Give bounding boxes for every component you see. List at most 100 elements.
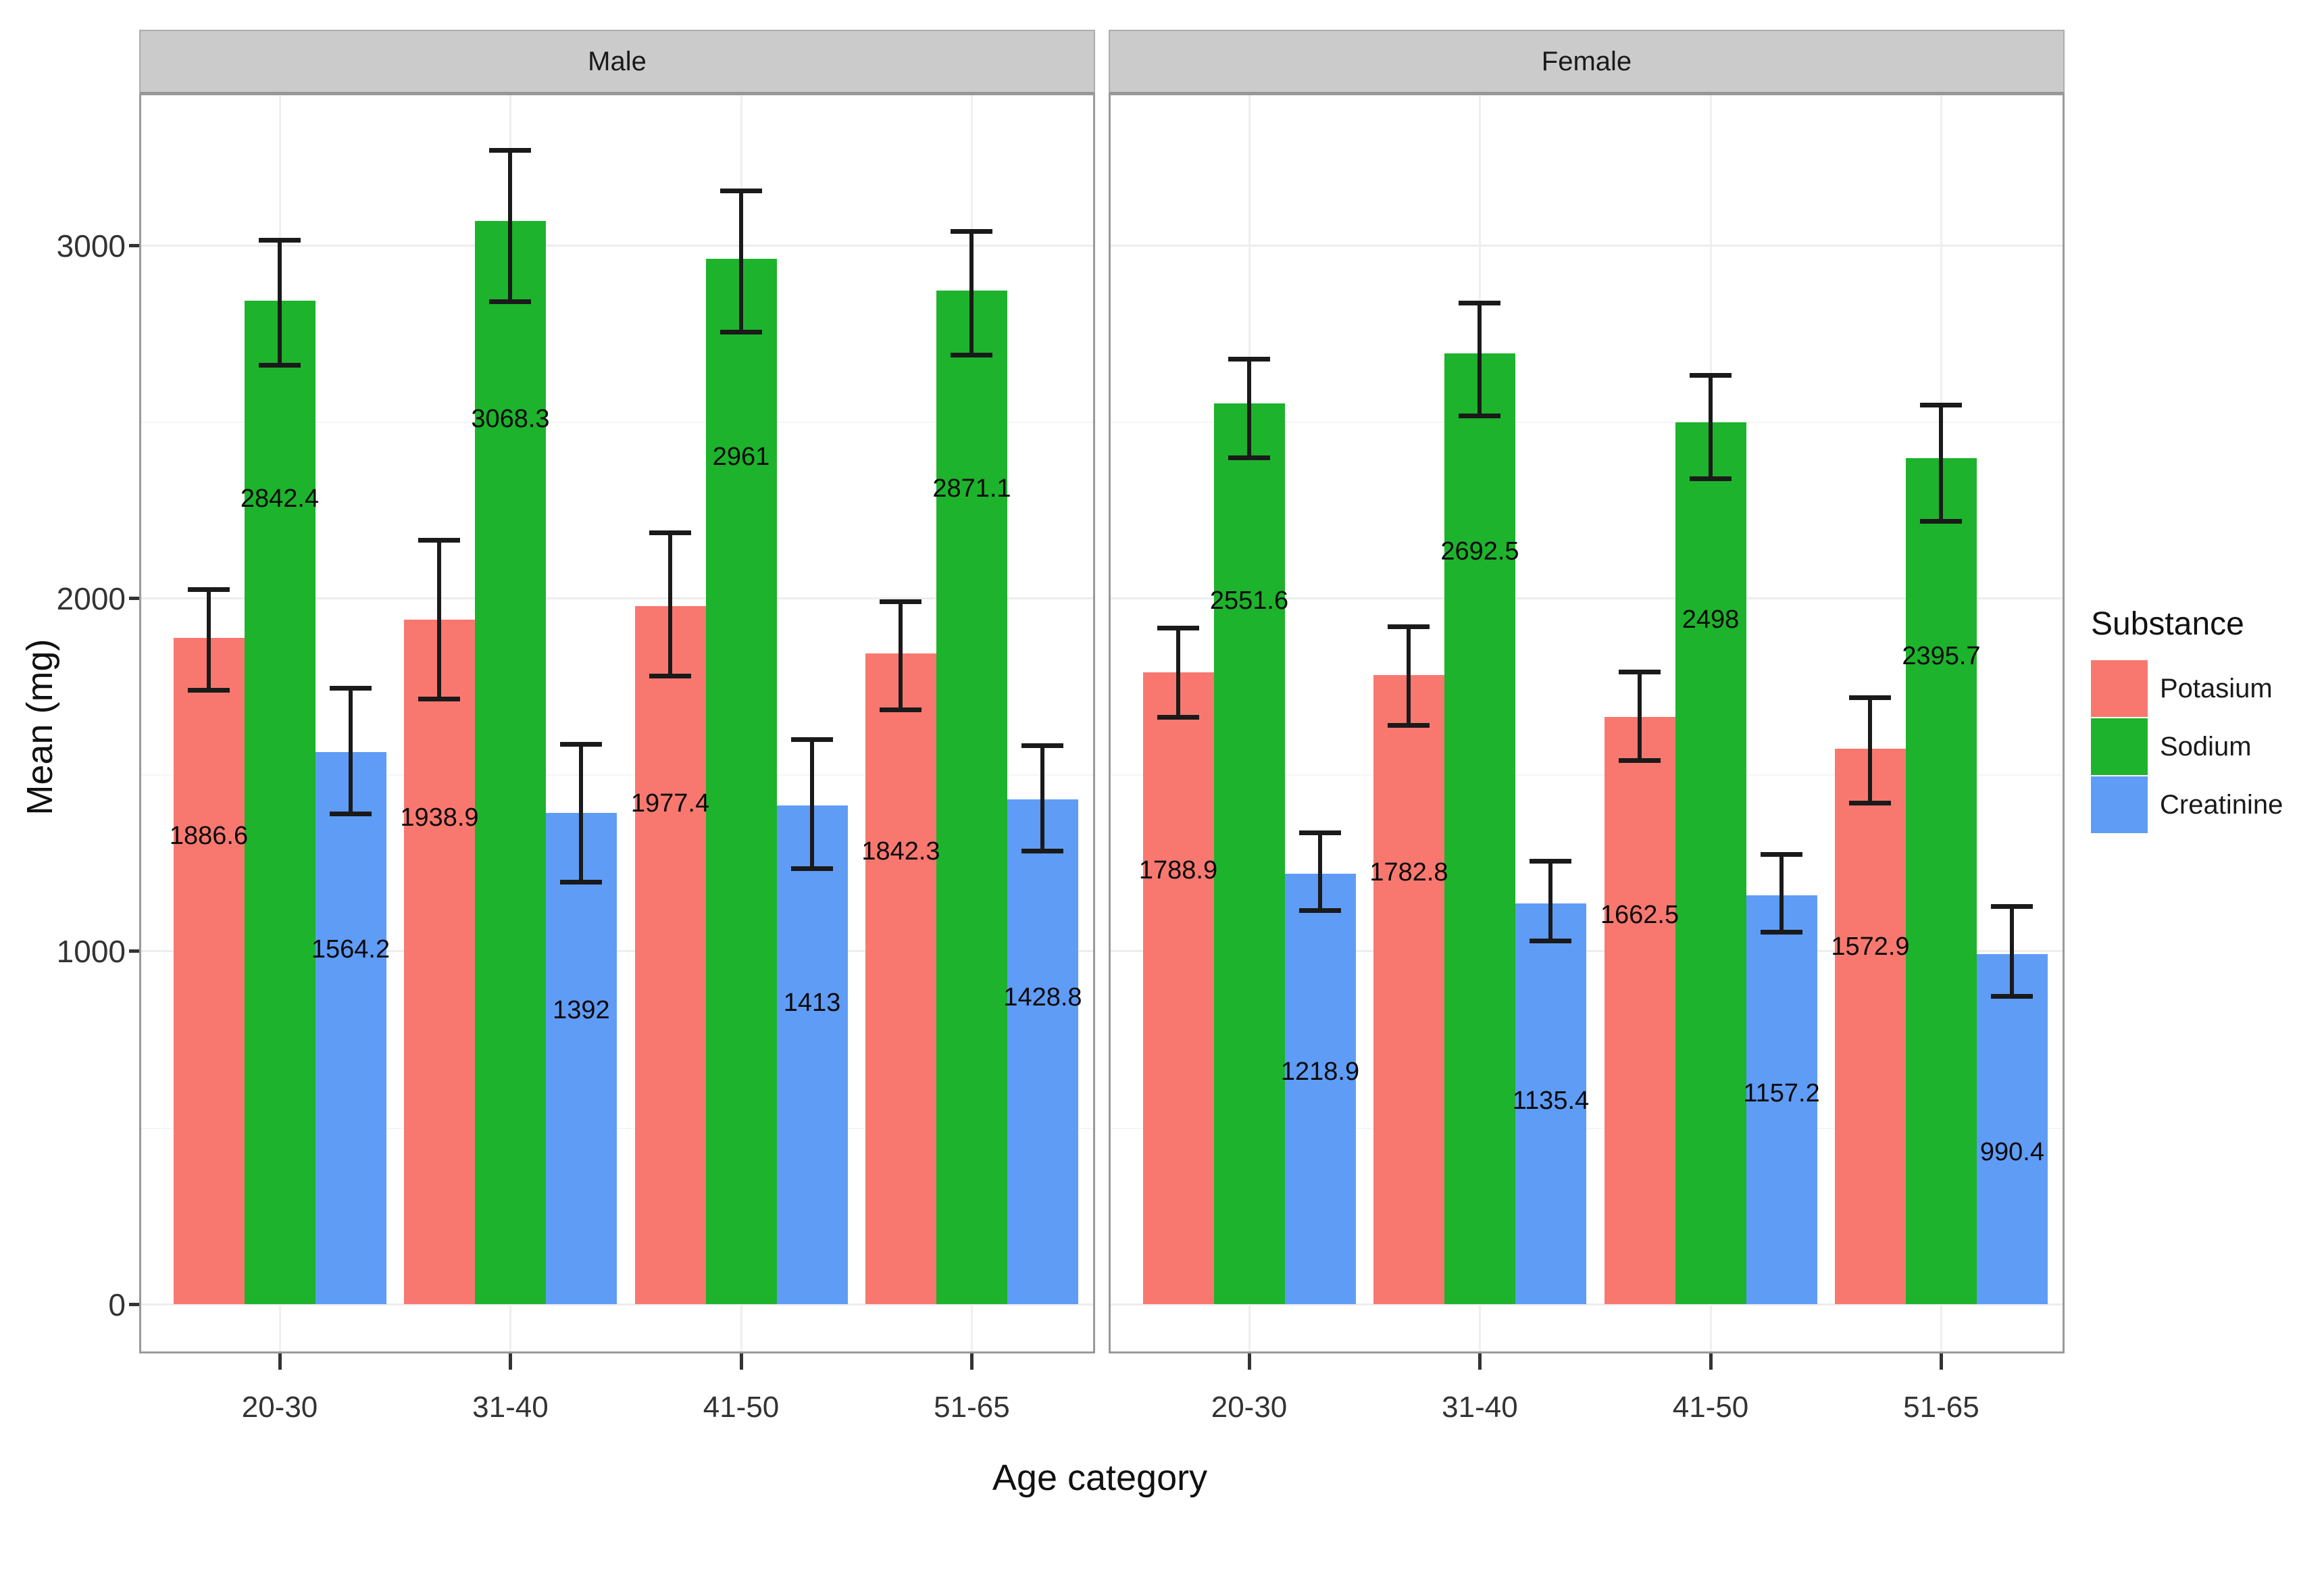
facet-strip-label: Male (588, 46, 647, 76)
error-bar-cap-top (1021, 743, 1064, 749)
error-bar-cap-bottom (188, 687, 230, 693)
bar-male-31-40-sodium (474, 220, 546, 1304)
x-tick-label: 31-40 (1442, 1391, 1518, 1424)
legend-swatch-sodium (2091, 718, 2148, 775)
error-bar-cap-top (330, 686, 372, 691)
bar-value-label: 1392 (553, 996, 610, 1025)
error-bar-cap-top (560, 742, 603, 747)
error-bar-cap-top (1690, 372, 1732, 378)
x-tick-mark (1477, 1353, 1482, 1370)
error-bar (739, 190, 744, 332)
error-bar (969, 230, 974, 355)
bar-value-label: 1842.3 (861, 837, 940, 866)
bar-male-41-50-creatinine (776, 805, 848, 1304)
bar-value-label: 2692.5 (1440, 537, 1519, 566)
error-bar-cap-top (1299, 830, 1341, 836)
error-bar-cap-bottom (1021, 848, 1064, 853)
error-bar-cap-bottom (951, 352, 993, 357)
gridline-major (141, 244, 1093, 247)
error-bar (1040, 745, 1045, 851)
error-bar-cap-bottom (1920, 518, 1963, 524)
gridline-major (141, 1303, 1093, 1305)
x-tick-mark (1939, 1353, 1943, 1370)
error-bar (1318, 832, 1322, 911)
x-tick-mark (1247, 1353, 1251, 1370)
y-tick-label: 1000 (56, 934, 126, 970)
error-bar-cap-bottom (1299, 908, 1341, 914)
x-tick-label: 51-65 (934, 1391, 1010, 1424)
panel-male: 1886.6 1938.9 1977.4 1842.3 2842.4 3068.3 2961… (139, 93, 1095, 1353)
bar-value-label: 1782.8 (1369, 858, 1448, 887)
bar-value-label: 990.4 (1979, 1138, 2044, 1167)
error-bar (1176, 628, 1180, 717)
bar-male-51-65-creatinine (1007, 799, 1078, 1304)
bar-male-41-50-sodium (705, 259, 777, 1304)
error-bar-cap-top (1849, 695, 1892, 700)
y-tick-mark (129, 1302, 139, 1306)
error-bar (278, 239, 282, 366)
x-tick-mark (969, 1353, 974, 1370)
error-bar-cap-top (791, 737, 834, 742)
legend-title: Substance (2091, 606, 2244, 642)
error-bar (1779, 854, 1784, 932)
error-bar (1709, 374, 1713, 478)
bar-value-label: 1662.5 (1600, 900, 1679, 929)
bar-value-label: 2551.6 (1209, 587, 1289, 616)
legend-item-potasium: Potasium (2091, 660, 2283, 717)
error-bar-cap-bottom (649, 673, 692, 678)
bar-female-51-65-creatinine (1976, 954, 2048, 1304)
error-bar (668, 532, 673, 676)
bar-female-41-50-creatinine (1746, 895, 1817, 1304)
legend-label: Creatinine (2160, 789, 2283, 820)
y-tick-label: 2000 (56, 581, 126, 617)
legend-items: Potasium Sodium Creatinine (2091, 660, 2283, 833)
error-bar-cap-top (259, 237, 301, 243)
x-tick-label: 31-40 (472, 1391, 549, 1424)
bar-male-51-65-potasium (865, 653, 936, 1304)
gridline-major (141, 597, 1093, 600)
error-bar-cap-bottom (259, 363, 301, 368)
bar-value-label: 1135.4 (1512, 1087, 1590, 1116)
y-tick-label: 3000 (56, 228, 126, 264)
bar-value-label: 1428.8 (1003, 982, 1082, 1012)
bar-value-label: 1218.9 (1280, 1057, 1360, 1086)
error-bar (508, 149, 513, 302)
bar-male-31-40-creatinine (545, 812, 617, 1304)
error-bar-cap-top (1157, 626, 1199, 631)
bar-value-label: 1977.4 (630, 789, 710, 818)
gridline-major (1111, 950, 2063, 953)
error-bar-cap-top (1920, 402, 1963, 407)
error-bar-cap-bottom (489, 299, 532, 305)
error-bar (207, 589, 211, 690)
bar-value-label: 1886.6 (169, 821, 249, 850)
error-bar-cap-bottom (1530, 939, 1572, 944)
bar-value-label: 2395.7 (1902, 641, 1981, 670)
error-bar (899, 601, 903, 710)
error-bar-cap-bottom (1157, 714, 1199, 720)
x-tick-mark (1709, 1353, 1713, 1370)
error-bar-cap-top (1459, 300, 1501, 305)
bar-value-label: 2498 (1682, 605, 1740, 635)
bar-value-label: 1938.9 (400, 803, 479, 832)
x-tick-mark (508, 1353, 512, 1370)
legend-swatch-creatinine (2091, 776, 2148, 833)
error-bar-cap-bottom (1388, 722, 1430, 728)
x-tick-label: 20-30 (241, 1391, 318, 1424)
error-bar (1477, 302, 1482, 416)
error-bar (1939, 404, 1944, 521)
legend-label: Sodium (2160, 731, 2252, 762)
y-tick-mark (129, 949, 139, 953)
error-bar (2010, 906, 2015, 997)
error-bar-cap-top (188, 587, 230, 592)
error-bar-cap-top (1530, 859, 1572, 864)
bar-female-51-65-potasium (1834, 749, 1906, 1304)
gridline-major (1111, 597, 2063, 600)
bar-value-label: 1572.9 (1831, 932, 1910, 961)
facet-strip-label: Female (1541, 46, 1632, 76)
error-bar-cap-bottom (880, 707, 922, 712)
error-bar (1548, 861, 1553, 941)
bar-female-31-40-potasium (1373, 674, 1444, 1304)
y-tick-label: 0 (108, 1287, 126, 1322)
error-bar-cap-top (1991, 904, 2034, 910)
